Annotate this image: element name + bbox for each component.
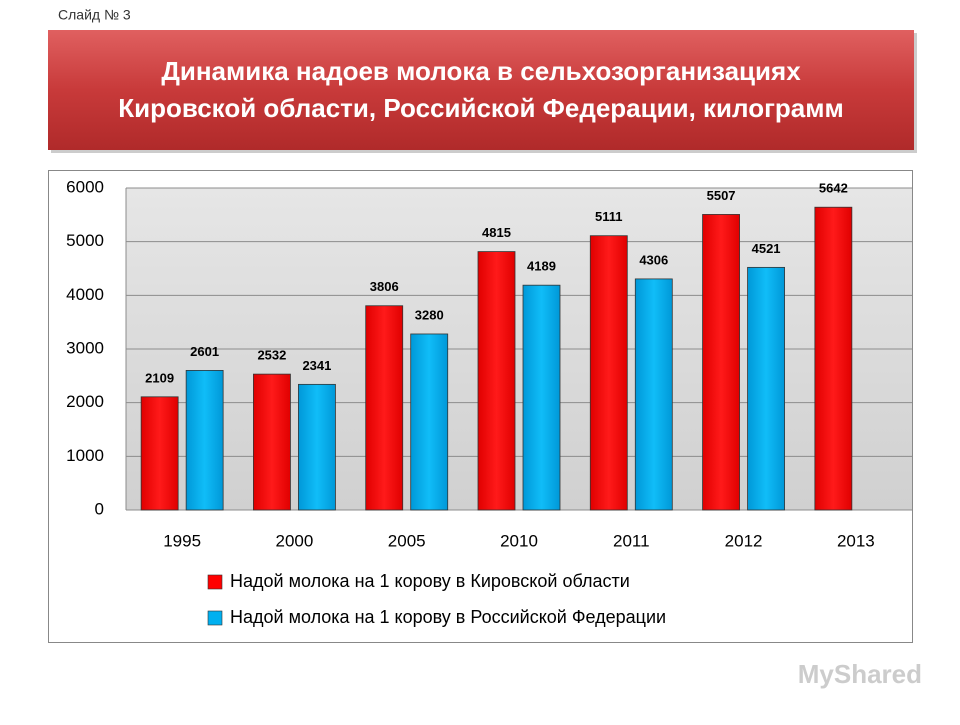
y-tick-label: 5000	[66, 231, 104, 250]
legend-swatch	[207, 574, 223, 590]
bar	[634, 278, 673, 511]
x-tick-label: 2012	[725, 531, 763, 550]
bar	[477, 251, 516, 511]
data-label: 3280	[415, 307, 444, 322]
slide-label: Слайд № 3	[58, 7, 131, 23]
bar	[410, 333, 449, 511]
x-tick-label: 1995	[163, 531, 201, 550]
bar	[253, 373, 291, 511]
data-label: 4521	[752, 241, 781, 256]
bar	[814, 206, 853, 511]
legend-swatch	[207, 610, 223, 626]
bar	[365, 305, 404, 511]
bar	[747, 266, 785, 511]
legend-label: Надой молока на 1 корову в Кировской обл…	[230, 571, 630, 591]
data-label: 5507	[707, 188, 736, 203]
bar	[185, 370, 224, 511]
data-label: 5111	[595, 209, 623, 224]
data-label: 4306	[639, 252, 668, 267]
data-label: 2601	[190, 344, 219, 359]
bar	[140, 396, 179, 511]
data-label: 2109	[145, 370, 174, 385]
x-tick-label: 2005	[388, 531, 426, 550]
chart-title: Динамика надоев молока в сельхозорганиза…	[161, 56, 801, 86]
y-tick-label: 2000	[66, 392, 104, 411]
y-tick-label: 1000	[66, 446, 104, 465]
chart: 0 1000 2000 3000 4000 5000 6000 1995 2109 2601 200…	[66, 177, 912, 627]
bar	[589, 235, 628, 511]
chart-title: Кировской области, Российской Федерации,…	[118, 93, 843, 123]
x-tick-label: 2013	[837, 531, 875, 550]
title-box	[48, 30, 914, 150]
data-label: 4189	[527, 259, 556, 274]
x-tick-label: 2010	[500, 531, 538, 550]
legend-label: Надой молока на 1 корову в Российской Фе…	[230, 607, 666, 627]
data-label: 5642	[819, 181, 848, 196]
watermark: MyShared	[798, 659, 922, 689]
y-tick-label: 6000	[66, 177, 104, 196]
bar	[702, 214, 740, 511]
data-label: 2341	[302, 358, 331, 373]
x-tick-label: 2011	[613, 531, 650, 550]
data-label: 3806	[370, 279, 399, 294]
x-tick-label: 2000	[276, 531, 314, 550]
y-tick-label: 3000	[66, 338, 104, 357]
y-tick-label: 4000	[66, 285, 104, 304]
data-label: 2532	[257, 348, 286, 363]
y-tick-label: 0	[95, 499, 104, 518]
bar	[522, 284, 561, 511]
bar	[298, 383, 336, 511]
data-label: 4815	[482, 225, 511, 240]
